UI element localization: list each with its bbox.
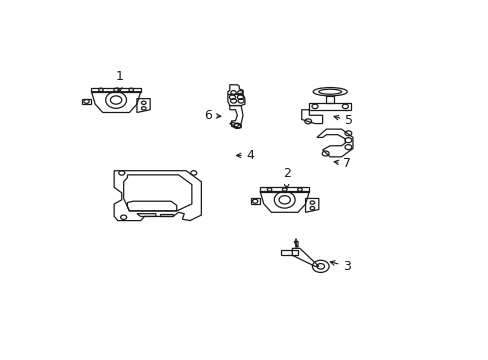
- Text: 3: 3: [329, 260, 350, 273]
- Text: 1: 1: [116, 71, 123, 92]
- Text: 2: 2: [282, 167, 290, 189]
- Text: 5: 5: [333, 114, 353, 127]
- Text: 7: 7: [333, 157, 351, 170]
- Text: 6: 6: [203, 109, 221, 122]
- Text: 4: 4: [236, 149, 254, 162]
